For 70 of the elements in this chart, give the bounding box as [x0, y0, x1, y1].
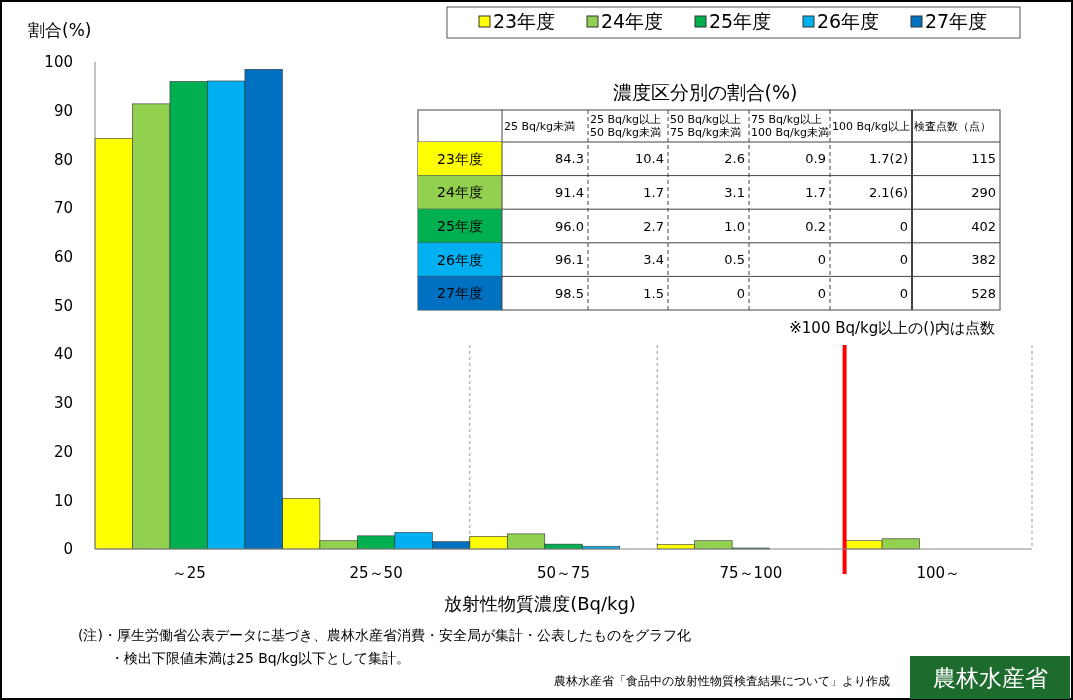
text: ・検出下限値未満は25 Bq/kg以下として集計。 — [110, 650, 411, 666]
annotation: 0 — [899, 218, 908, 234]
annotation: 96.0 — [555, 218, 584, 234]
annotation: 1.5 — [643, 285, 664, 301]
annotation: 2.6 — [724, 151, 745, 167]
y-tick-label: 30 — [53, 394, 73, 413]
annotation: 検査点数（点） — [914, 120, 991, 133]
annotation: 98.5 — [555, 285, 584, 301]
legend-label: 26年度 — [817, 10, 880, 32]
annotation: 528 — [971, 285, 996, 301]
annotation: 100 Bq/kg以上 — [832, 120, 911, 133]
x-tick-label: 50～75 — [536, 564, 591, 582]
annotation: 75 Bq/kg以上 100 Bq/kg未満 — [751, 113, 830, 139]
y-tick-label: 90 — [53, 101, 73, 120]
y-tick-label: 10 — [53, 491, 73, 510]
y-tick-label: 70 — [53, 199, 73, 218]
annotation: 0.9 — [805, 151, 826, 167]
annotation: 1.7 — [805, 184, 826, 200]
x-tick-label: ～25 — [171, 564, 206, 582]
annotation: 濃度区分別の割合(%) — [612, 81, 798, 103]
text: 25年度 — [437, 217, 483, 234]
annotation: 0 — [817, 252, 826, 268]
y-axis-title: 割合(%) — [28, 20, 92, 40]
y-tick-label: 20 — [53, 442, 73, 461]
annotation: 25 Bq/kg以上 50 Bq/kg未満 — [590, 113, 662, 139]
annotation: 1.7(2) — [868, 151, 908, 167]
text: 24年度 — [437, 184, 483, 201]
annotation: 382 — [971, 252, 996, 268]
annotation: 0 — [899, 285, 908, 301]
annotation: 84.3 — [555, 151, 584, 167]
annotation: 290 — [971, 184, 996, 200]
y-tick-label: 50 — [53, 296, 73, 315]
legend-label: 25年度 — [709, 10, 772, 32]
text: (注)・厚生労働省公表データに基づき、農林水産省消費・安全局が集計・公表したものをグラフ化 — [78, 627, 691, 643]
annotation: 3.1 — [724, 184, 745, 200]
text: 農林水産省「食品中の放射性物質検査結果について」より作成 — [554, 674, 890, 688]
text: 26年度 — [437, 251, 483, 268]
y-tick-label: 60 — [53, 248, 73, 267]
annotation: 2.7 — [643, 218, 664, 234]
annotation: 115 — [971, 151, 996, 167]
annotation: 0 — [899, 252, 908, 268]
annotation: 25 Bq/kg未満 — [504, 120, 576, 133]
legend-label: 27年度 — [925, 10, 988, 32]
y-tick-label: 80 — [53, 150, 73, 169]
x-tick-label: 25～50 — [349, 564, 403, 582]
y-tick-label: 100 — [44, 53, 73, 72]
annotation: ※100 Bq/kg以上の()内は点数 — [789, 319, 995, 337]
text: 23年度 — [437, 150, 483, 167]
annotation: 0.2 — [805, 218, 826, 234]
y-tick-label: 40 — [53, 345, 73, 364]
annotation: 3.4 — [643, 252, 664, 268]
annotation: 96.1 — [555, 252, 584, 268]
x-axis-title: 放射性物質濃度(Bq/kg) — [444, 593, 636, 614]
text: 農林水産省 — [932, 665, 1048, 691]
y-tick-label: 0 — [63, 540, 73, 559]
annotation: 0 — [736, 285, 745, 301]
annotation: 1.0 — [724, 218, 745, 234]
annotation: 91.4 — [555, 184, 584, 200]
legend-label: 23年度 — [493, 10, 556, 32]
annotation: 0 — [817, 285, 826, 301]
annotation: 10.4 — [635, 151, 664, 167]
x-tick-label: 75～100 — [719, 564, 783, 582]
annotation: 50 Bq/kg以上 75 Bq/kg未満 — [670, 113, 742, 139]
annotation: 2.1(6) — [868, 184, 908, 200]
x-tick-label: 100～ — [916, 564, 961, 582]
annotation: 402 — [971, 218, 996, 234]
text: 27年度 — [437, 285, 483, 302]
annotation: 0.5 — [724, 252, 745, 268]
annotation: 1.7 — [643, 184, 664, 200]
legend-label: 24年度 — [601, 10, 664, 32]
